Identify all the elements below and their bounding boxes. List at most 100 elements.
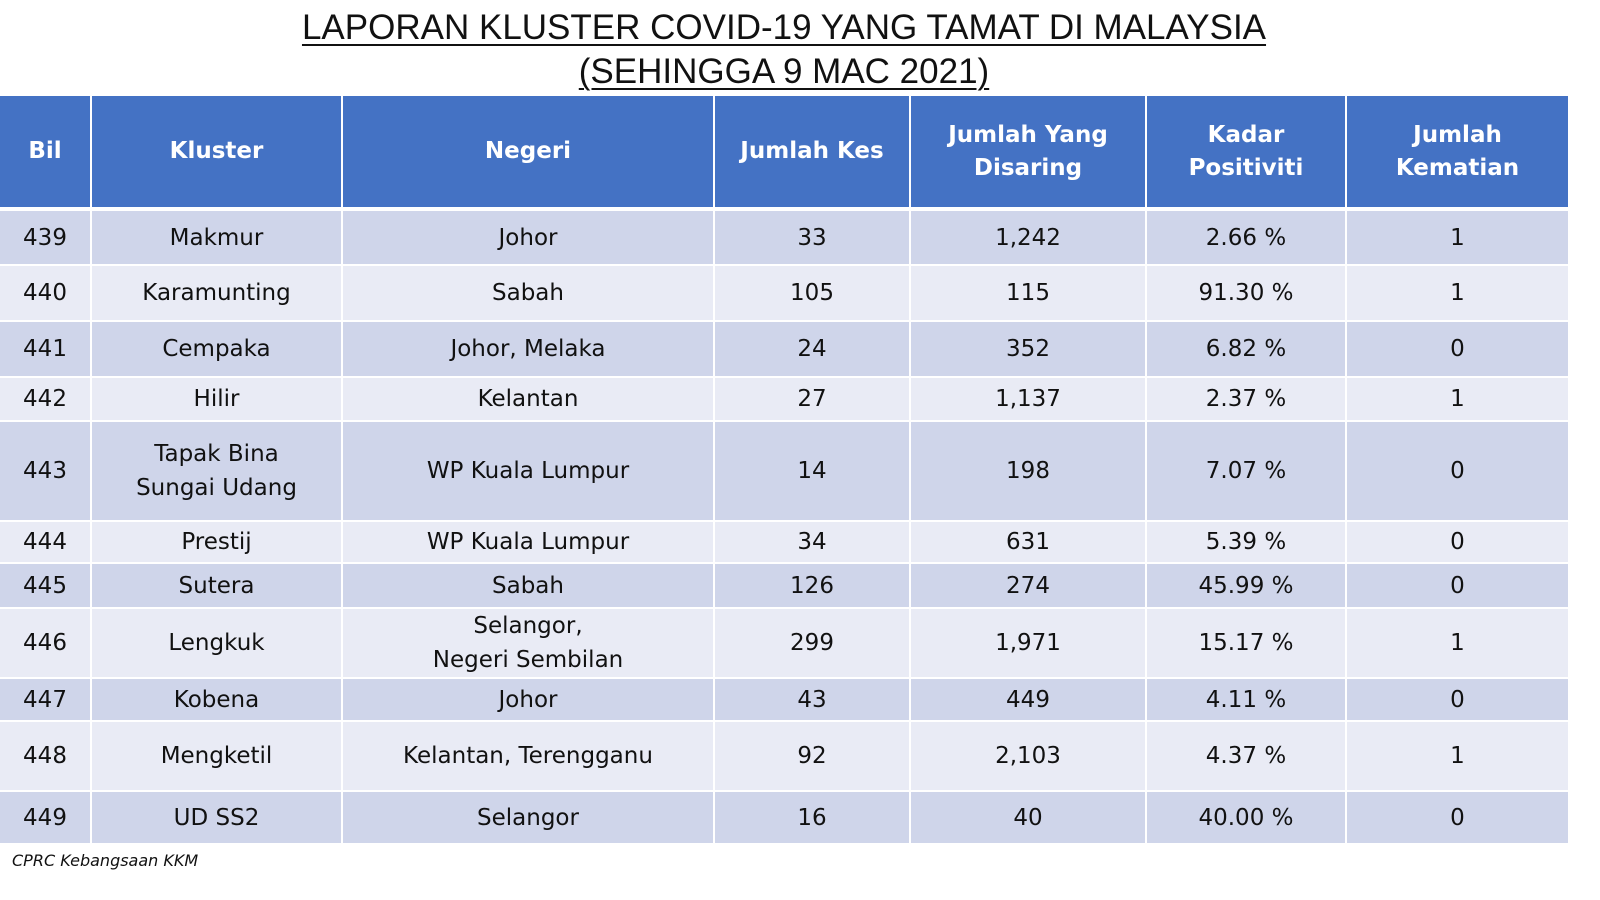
table-row: 445 Sutera Sabah 126 274 45.99 % 0 <box>0 563 1568 609</box>
cell-jumlah-kes: 34 <box>714 521 911 564</box>
cell-jumlah-kes: 43 <box>714 678 911 722</box>
cell-bil: 444 <box>0 521 92 564</box>
report-title-line-2: (SEHINGGA 9 MAC 2021) <box>578 52 990 91</box>
cell-bil: 443 <box>0 421 92 522</box>
table-row: 442 Hilir Kelantan 27 1,137 2.37 % 1 <box>0 377 1568 422</box>
table-row: 449 UD SS2 Selangor 16 40 40.00 % 0 <box>0 791 1568 845</box>
cell-jumlah-disaring: 631 <box>910 521 1147 564</box>
cell-kluster: Kobena <box>91 678 343 722</box>
cell-jumlah-disaring: 352 <box>910 321 1147 378</box>
cell-jumlah-kematian: 1 <box>1346 209 1568 266</box>
header-jumlah-kematian: Jumlah Kematian <box>1346 96 1568 211</box>
cell-jumlah-disaring: 2,103 <box>910 721 1147 792</box>
header-jumlah-disaring: Jumlah Yang Disaring <box>910 96 1147 211</box>
cell-kadar-positiviti: 45.99 % <box>1146 563 1347 609</box>
cell-jumlah-kematian: 0 <box>1346 521 1568 564</box>
cell-kluster: Prestij <box>91 521 343 564</box>
cell-jumlah-disaring: 1,971 <box>910 608 1147 679</box>
cell-kadar-positiviti: 4.11 % <box>1146 678 1347 722</box>
cell-kluster: Sutera <box>91 563 343 609</box>
cell-jumlah-kematian: 0 <box>1346 321 1568 378</box>
cell-kluster: Tapak Bina Sungai Udang <box>91 421 343 522</box>
header-kluster: Kluster <box>91 96 343 211</box>
cell-jumlah-kematian: 0 <box>1346 421 1568 522</box>
cell-jumlah-kes: 27 <box>714 377 911 422</box>
cell-negeri: Johor, Melaka <box>342 321 715 378</box>
cell-bil: 440 <box>0 265 92 322</box>
cell-negeri: Kelantan <box>342 377 715 422</box>
cell-kadar-positiviti: 6.82 % <box>1146 321 1347 378</box>
cell-bil: 439 <box>0 209 92 266</box>
cell-bil: 446 <box>0 608 92 679</box>
cluster-table: Bil Kluster Negeri Jumlah Kes Jumlah Yan… <box>0 96 1568 845</box>
cell-jumlah-kes: 126 <box>714 563 911 609</box>
header-kadar-positiviti: Kadar Positiviti <box>1146 96 1347 211</box>
cell-bil: 442 <box>0 377 92 422</box>
cell-jumlah-disaring: 115 <box>910 265 1147 322</box>
cell-jumlah-kes: 24 <box>714 321 911 378</box>
cell-jumlah-disaring: 449 <box>910 678 1147 722</box>
cell-jumlah-kes: 16 <box>714 791 911 845</box>
table-row: 446 Lengkuk Selangor, Negeri Sembilan 29… <box>0 608 1568 679</box>
cell-kluster: Hilir <box>91 377 343 422</box>
cell-jumlah-kematian: 1 <box>1346 721 1568 792</box>
cell-jumlah-disaring: 1,242 <box>910 209 1147 266</box>
cell-jumlah-kes: 299 <box>714 608 911 679</box>
cell-negeri: Sabah <box>342 265 715 322</box>
header-bil: Bil <box>0 96 92 211</box>
cell-bil: 445 <box>0 563 92 609</box>
cell-kluster: Lengkuk <box>91 608 343 679</box>
cell-kluster: Karamunting <box>91 265 343 322</box>
cell-negeri: WP Kuala Lumpur <box>342 421 715 522</box>
cell-kadar-positiviti: 2.66 % <box>1146 209 1347 266</box>
cell-negeri: Johor <box>342 678 715 722</box>
cell-jumlah-kematian: 1 <box>1346 608 1568 679</box>
cell-jumlah-disaring: 198 <box>910 421 1147 522</box>
cell-bil: 448 <box>0 721 92 792</box>
cell-negeri: Sabah <box>342 563 715 609</box>
cell-jumlah-kematian: 1 <box>1346 377 1568 422</box>
table-row: 444 Prestij WP Kuala Lumpur 34 631 5.39 … <box>0 521 1568 564</box>
cell-kluster: Cempaka <box>91 321 343 378</box>
cell-jumlah-disaring: 274 <box>910 563 1147 609</box>
table-row: 447 Kobena Johor 43 449 4.11 % 0 <box>0 678 1568 722</box>
cell-bil: 449 <box>0 791 92 845</box>
cell-jumlah-kematian: 1 <box>1346 265 1568 322</box>
cell-kadar-positiviti: 5.39 % <box>1146 521 1347 564</box>
cell-kadar-positiviti: 7.07 % <box>1146 421 1347 522</box>
cell-jumlah-kematian: 0 <box>1346 563 1568 609</box>
cell-kadar-positiviti: 91.30 % <box>1146 265 1347 322</box>
cell-jumlah-kes: 92 <box>714 721 911 792</box>
table-row: 441 Cempaka Johor, Melaka 24 352 6.82 % … <box>0 321 1568 378</box>
cell-kluster: Mengketil <box>91 721 343 792</box>
cell-negeri: Johor <box>342 209 715 266</box>
cell-jumlah-kes: 105 <box>714 265 911 322</box>
cell-jumlah-disaring: 40 <box>910 791 1147 845</box>
table-row: 439 Makmur Johor 33 1,242 2.66 % 1 <box>0 209 1568 266</box>
cell-kadar-positiviti: 4.37 % <box>1146 721 1347 792</box>
cell-kluster: Makmur <box>91 209 343 266</box>
cell-negeri: Kelantan, Terengganu <box>342 721 715 792</box>
cell-jumlah-disaring: 1,137 <box>910 377 1147 422</box>
cell-jumlah-kematian: 0 <box>1346 678 1568 722</box>
cell-negeri: Selangor, Negeri Sembilan <box>342 608 715 679</box>
cell-kluster: UD SS2 <box>91 791 343 845</box>
table-row: 440 Karamunting Sabah 105 115 91.30 % 1 <box>0 265 1568 322</box>
report-title: LAPORAN KLUSTER COVID-19 YANG TAMAT DI M… <box>0 6 1568 94</box>
cell-bil: 441 <box>0 321 92 378</box>
header-negeri: Negeri <box>342 96 715 211</box>
report-title-line-1: LAPORAN KLUSTER COVID-19 YANG TAMAT DI M… <box>301 8 1267 47</box>
cell-bil: 447 <box>0 678 92 722</box>
source-footnote: CPRC Kebangsaan KKM <box>12 851 199 870</box>
cell-negeri: Selangor <box>342 791 715 845</box>
header-jumlah-kes: Jumlah Kes <box>714 96 911 211</box>
cell-jumlah-kematian: 0 <box>1346 791 1568 845</box>
cell-jumlah-kes: 14 <box>714 421 911 522</box>
cell-kadar-positiviti: 2.37 % <box>1146 377 1347 422</box>
cell-kadar-positiviti: 40.00 % <box>1146 791 1347 845</box>
cell-jumlah-kes: 33 <box>714 209 911 266</box>
cell-kadar-positiviti: 15.17 % <box>1146 608 1347 679</box>
cell-negeri: WP Kuala Lumpur <box>342 521 715 564</box>
table-header-row: Bil Kluster Negeri Jumlah Kes Jumlah Yan… <box>0 96 1568 211</box>
table-row: 448 Mengketil Kelantan, Terengganu 92 2,… <box>0 721 1568 792</box>
